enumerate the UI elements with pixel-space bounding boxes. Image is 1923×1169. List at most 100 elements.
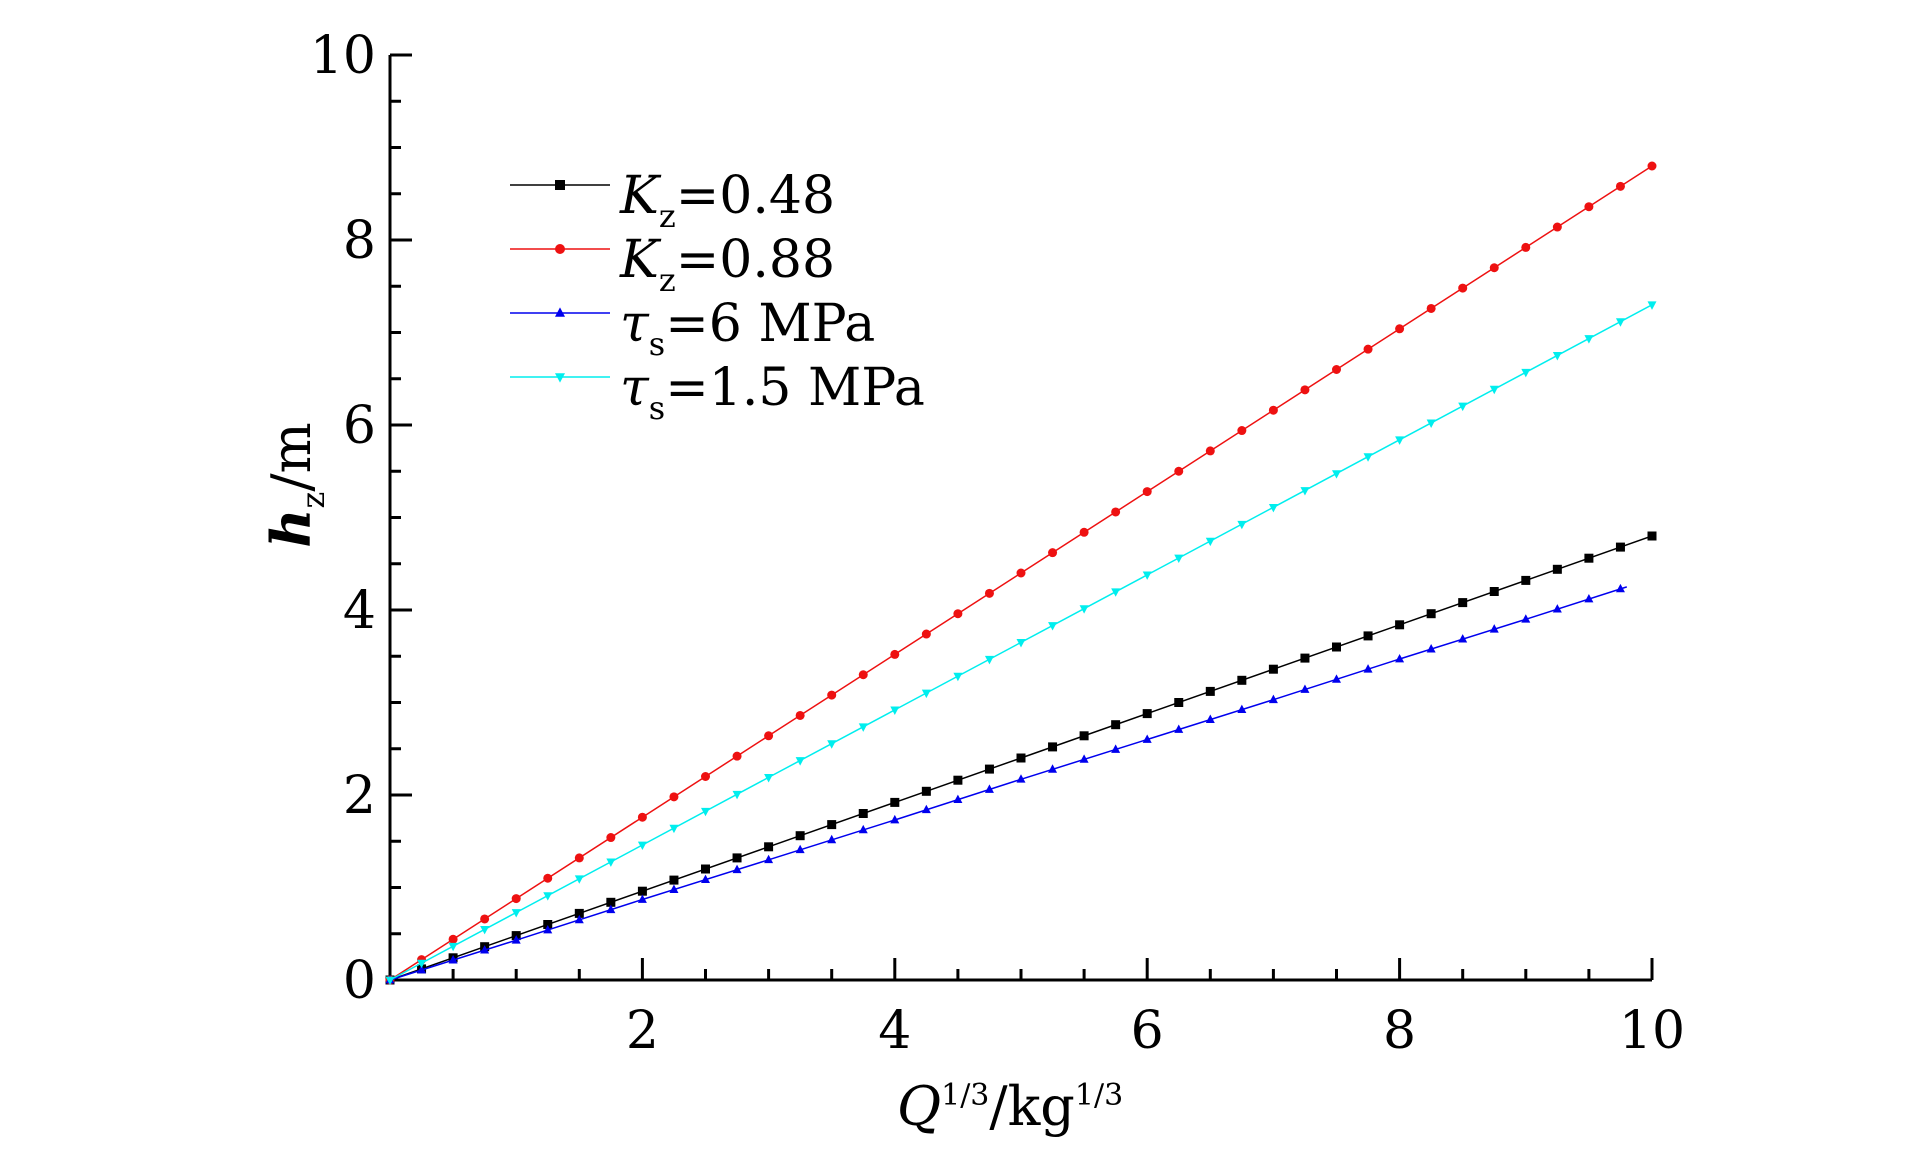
data-point [1615,583,1625,593]
legend-sample [510,373,610,383]
data-point [385,976,395,986]
data-point [827,834,837,844]
data-point [1489,587,1499,596]
data-point [1332,365,1341,374]
data-point [953,794,963,803]
data-point [606,897,616,907]
data-point [701,807,710,817]
data-point [764,854,774,864]
x-tick-label: 4 [878,1001,911,1061]
data-point [448,942,458,952]
data-point [1016,639,1026,648]
data-point [1111,744,1121,753]
data-point [795,757,805,766]
data-point [1268,503,1278,513]
data-point [1584,202,1594,212]
data-point [543,892,553,901]
data-point [953,775,963,785]
data-point [1268,664,1278,674]
legend-entry-3: τs=1.5 MPa [510,358,925,427]
data-point [1395,620,1405,630]
data-point [1489,624,1499,633]
data-point [701,864,710,874]
y-tick-label: 2 [343,766,376,826]
data-point [1363,453,1373,462]
data-point [669,824,679,834]
x-tick-label: 6 [1131,1001,1164,1061]
data-point [574,914,584,924]
data-point [511,894,521,904]
legend-sample [510,180,610,190]
data-point [1111,507,1121,517]
data-point [1458,402,1468,412]
data-point [637,812,647,822]
data-point [1079,605,1089,614]
data-point [1552,604,1562,613]
data-point [890,706,900,715]
data-point [1237,426,1247,436]
data-point [1174,554,1184,564]
data-point [1016,753,1026,763]
data-point [480,914,490,924]
data-point [732,853,742,863]
legend-label: Kz=0.88 [619,230,835,299]
data-point [1300,487,1310,496]
data-point [1615,542,1625,552]
data-point [511,935,521,944]
data-point [1426,644,1436,653]
data-point [701,772,710,781]
series-2 [385,583,1628,984]
data-point [448,955,458,964]
data-point [669,884,679,893]
data-point [1615,181,1625,191]
y-tick-label: 8 [343,211,376,271]
data-point [1268,694,1278,704]
data-point [1205,537,1215,547]
legend: Kz=0.48 Kz=0.88 τs=6 MPa τs=1.5 MPa [510,166,925,427]
data-point [858,824,868,834]
series-3 [385,301,1657,986]
data-point [827,690,837,700]
data-point [1142,709,1152,719]
data-point [1584,335,1594,344]
data-point [921,804,931,814]
data-point [1395,324,1405,334]
data-point [890,797,900,807]
data-point [1363,631,1373,641]
data-point [858,723,868,732]
series-0 [385,531,1657,985]
data-point [543,924,553,934]
y-tick-label: 6 [343,396,376,456]
data-point [732,751,742,761]
legend-label: Kz=0.48 [619,166,835,235]
data-point [764,842,774,852]
legend-sample [510,307,610,317]
y-tick-label: 10 [310,26,376,86]
data-point [574,853,584,863]
data-point [1111,720,1121,730]
data-point [417,959,427,969]
data-point [606,833,616,843]
data-point [1205,446,1215,456]
data-point [1268,405,1278,415]
legend-entry-2: τs=6 MPa [510,294,875,363]
data-point [858,670,868,680]
data-point [827,820,837,830]
data-point [795,831,805,841]
data-point [1111,588,1121,597]
data-point [732,790,742,800]
data-point [921,689,931,699]
data-point [1174,466,1184,476]
data-point [1521,575,1531,585]
data-point [984,655,994,665]
data-point [795,844,805,854]
data-point [1016,774,1026,783]
legend-label: τs=6 MPa [620,294,875,363]
data-point [701,874,710,884]
data-point [1332,470,1341,479]
series-layer [385,161,1657,986]
data-point [1647,161,1657,171]
data-point [1552,564,1562,574]
data-point [1395,653,1405,663]
